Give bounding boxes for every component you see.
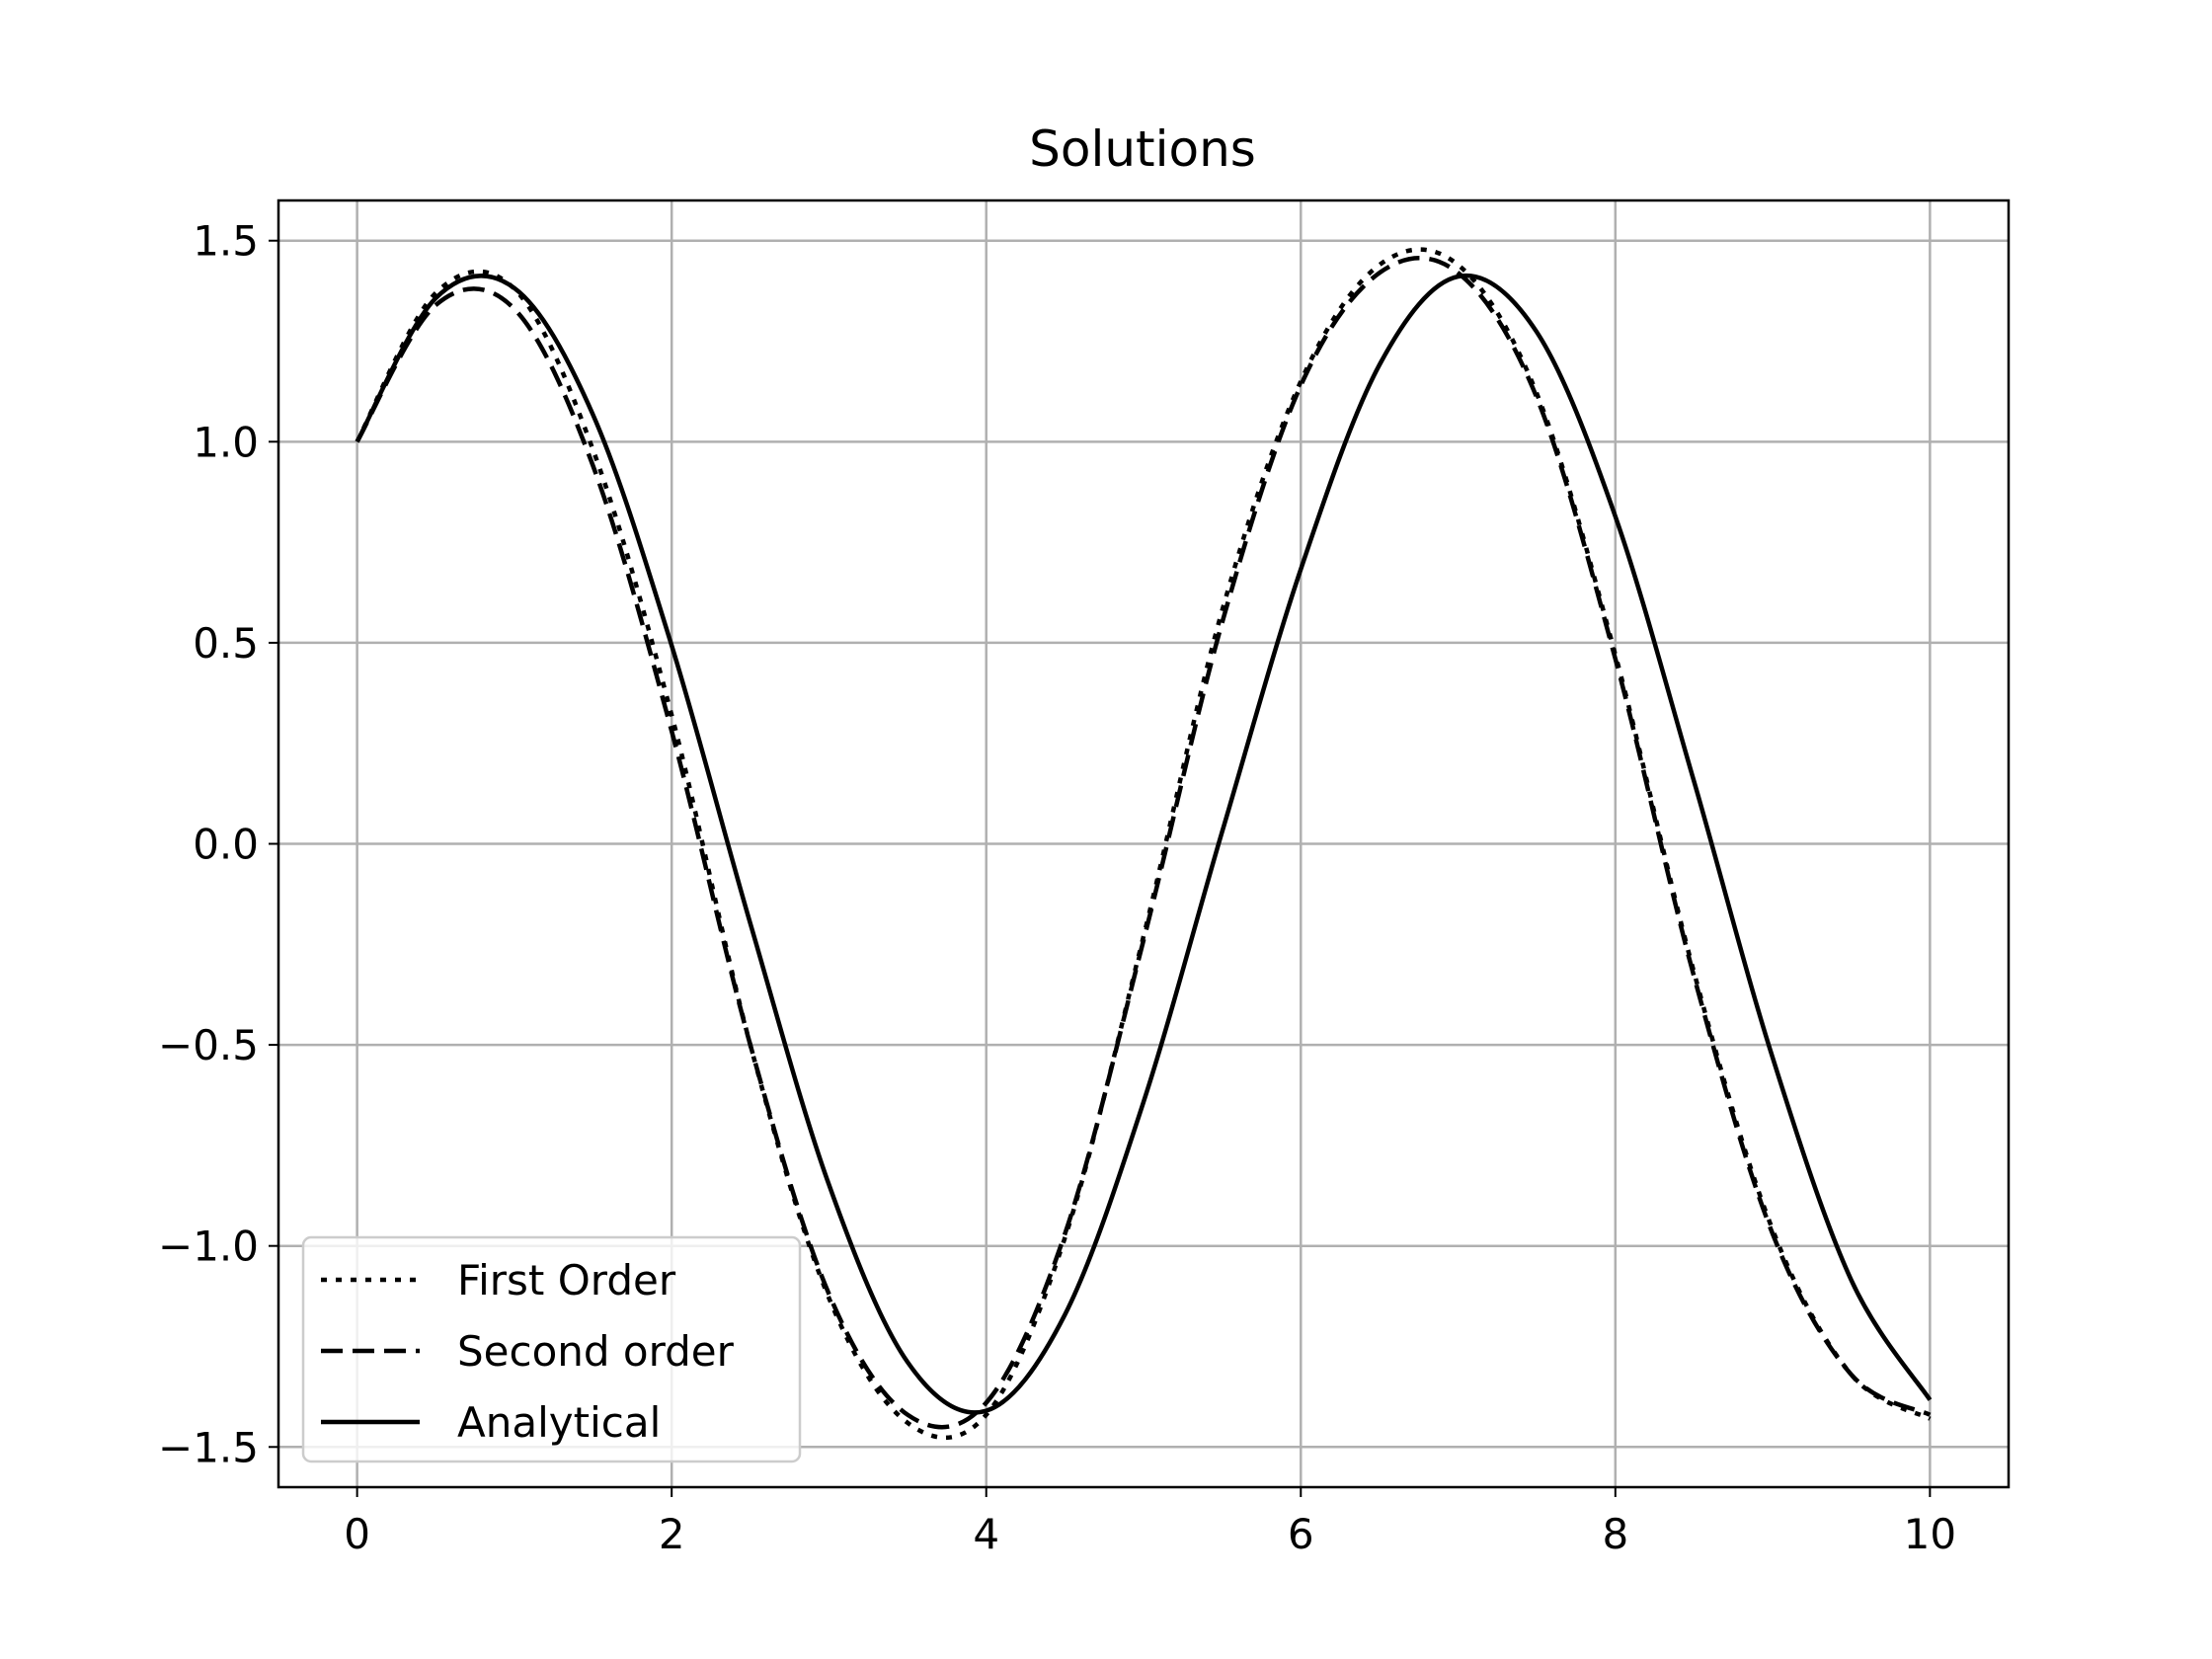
y-tick-label: −1.5: [158, 1423, 259, 1471]
y-axis-ticks: −1.5 −1.0 −0.5 0.0 0.5 1.0 1.5: [158, 217, 278, 1471]
grid: [278, 200, 2009, 1487]
y-tick-label: 1.5: [193, 217, 259, 266]
series-line-second-order: [355, 256, 1932, 1430]
series-line-analytical: [355, 273, 1933, 1415]
x-tick-label: 6: [1288, 1510, 1314, 1558]
x-tick-label: 8: [1602, 1510, 1628, 1558]
x-tick-label: 0: [344, 1510, 370, 1558]
legend-label: Analytical: [457, 1398, 661, 1447]
x-axis-ticks: 0 2 4 6 8 10: [344, 1487, 1956, 1558]
legend-box: [301, 1235, 802, 1463]
y-tick-label: 0.5: [193, 619, 259, 668]
legend-label: First Order: [457, 1256, 676, 1304]
x-tick-label: 4: [973, 1510, 999, 1558]
y-tick-label: −0.5: [158, 1021, 259, 1069]
y-tick-label: 0.0: [193, 821, 259, 869]
legend-label: Second order: [457, 1327, 735, 1376]
legend: First Order Second order Analytical: [301, 1235, 802, 1463]
x-tick-label: 10: [1904, 1510, 1956, 1558]
y-tick-label: 1.0: [193, 418, 259, 466]
y-tick-label: −1.0: [158, 1223, 259, 1271]
series-line-first-order: [355, 247, 1932, 1441]
series-lines: [355, 247, 1933, 1441]
x-tick-label: 2: [659, 1510, 685, 1558]
chart-title: Solutions: [1029, 120, 1256, 178]
